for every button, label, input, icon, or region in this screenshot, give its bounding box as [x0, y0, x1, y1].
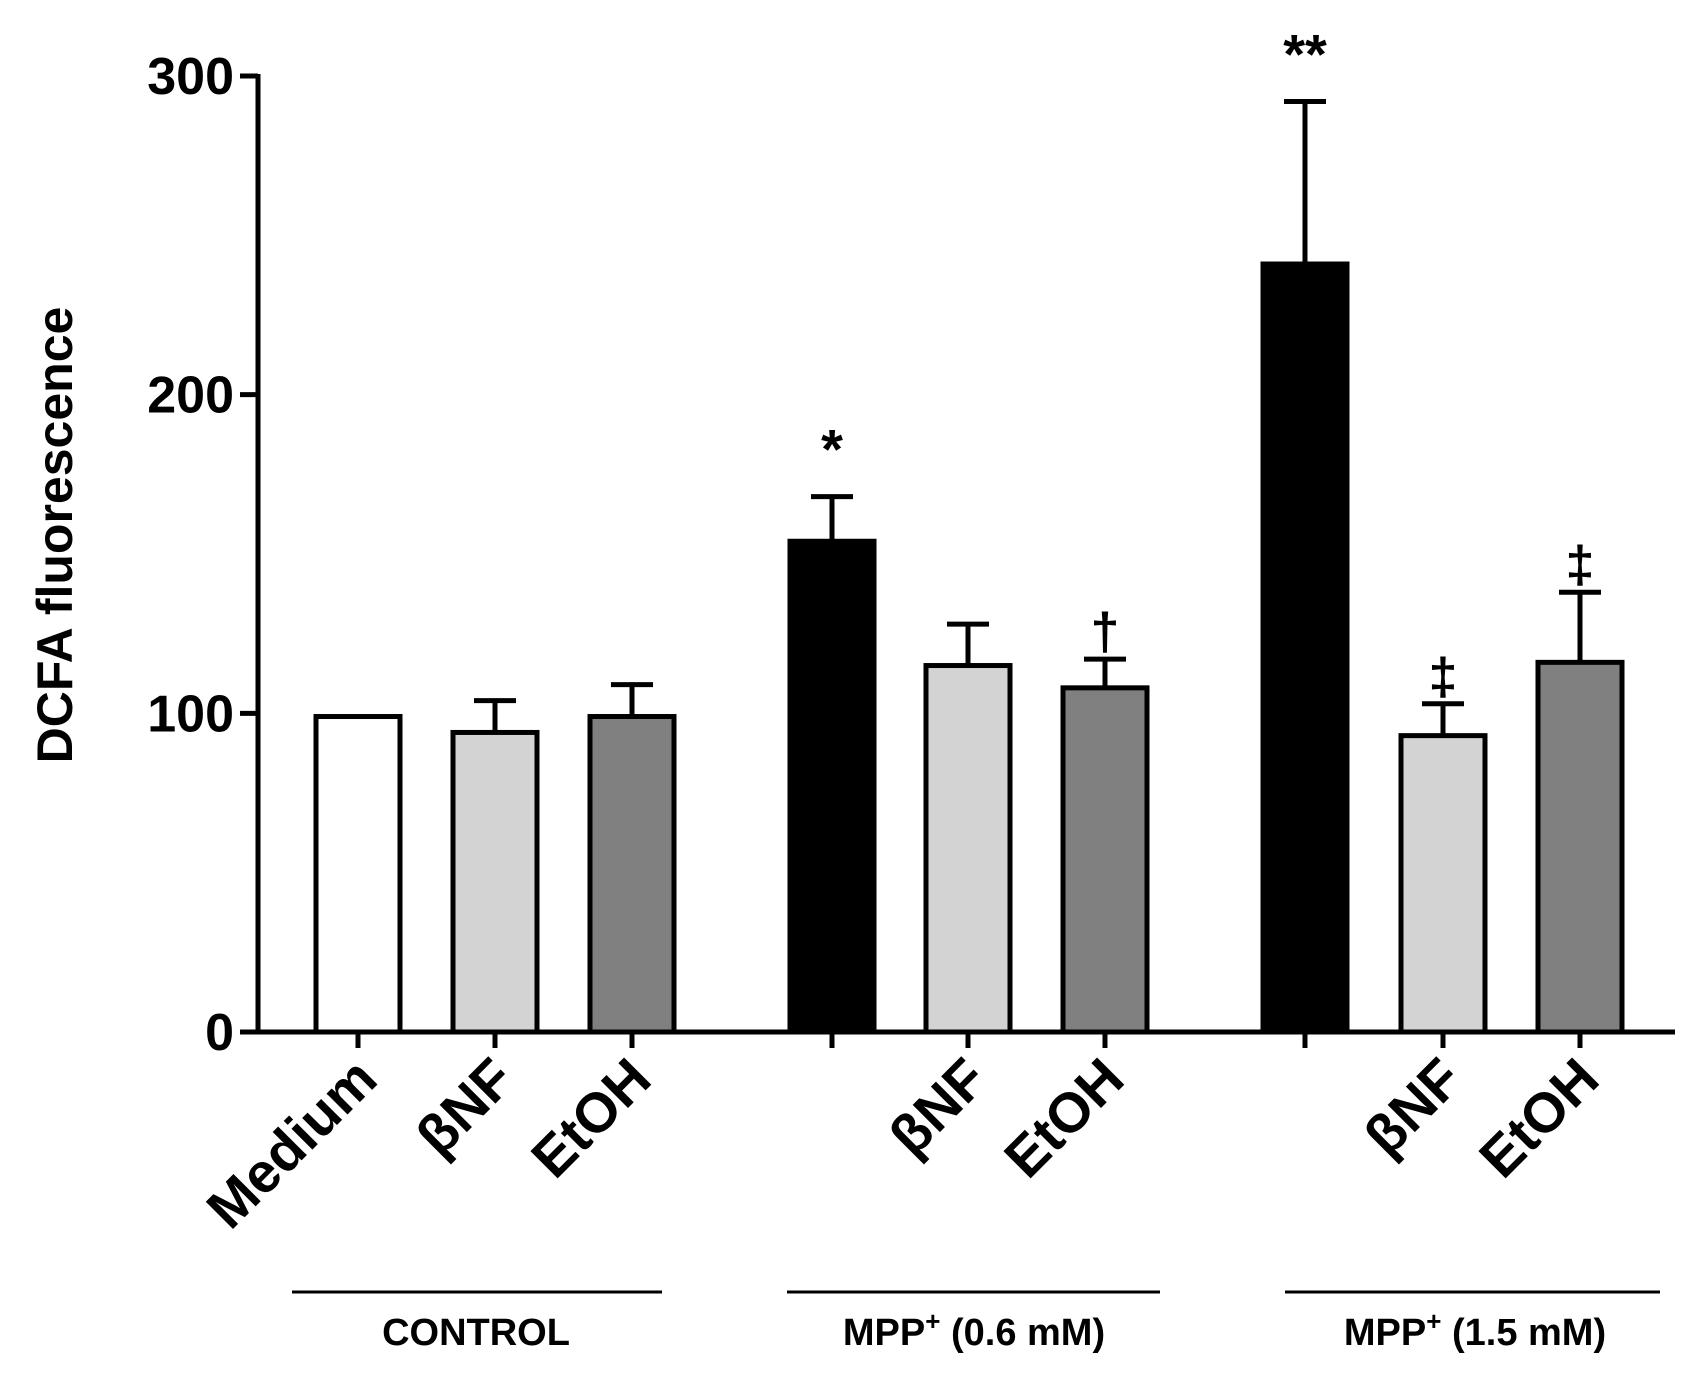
group-label: MPP+ (0.6 mM)	[843, 1306, 1105, 1354]
significance-marker: **	[1283, 22, 1327, 85]
x-tick-label: EtOH	[1467, 1046, 1611, 1190]
y-tick-label: 300	[147, 48, 234, 106]
x-tick-label: EtOH	[992, 1046, 1136, 1190]
bar	[1060, 685, 1150, 1035]
bar	[1398, 733, 1488, 1035]
y-axis-label: DCFA fluorescence	[27, 307, 83, 764]
bar	[1535, 659, 1625, 1035]
bar	[1260, 261, 1350, 1035]
x-tick-label: Medium	[194, 1046, 388, 1240]
significance-marker: †	[1091, 603, 1120, 661]
y-tick-label: 200	[147, 367, 234, 425]
bar	[313, 714, 403, 1035]
significance-marker: *	[821, 418, 843, 481]
significance-marker: ‡	[1566, 536, 1595, 594]
x-tick-label: βNF	[1352, 1046, 1474, 1168]
x-tick-label: βNF	[404, 1046, 526, 1168]
significance-marker: ‡	[1429, 648, 1458, 706]
y-tick-label: 0	[205, 1004, 234, 1062]
bar	[923, 663, 1013, 1035]
y-tick-label: 100	[147, 685, 234, 743]
bar	[787, 538, 877, 1035]
group-label: CONTROL	[382, 1312, 570, 1354]
x-tick-label: EtOH	[519, 1046, 663, 1190]
group-label: MPP+ (1.5 mM)	[1344, 1306, 1606, 1354]
x-tick-label: βNF	[877, 1046, 999, 1168]
bar	[450, 729, 540, 1035]
bar	[587, 714, 677, 1035]
